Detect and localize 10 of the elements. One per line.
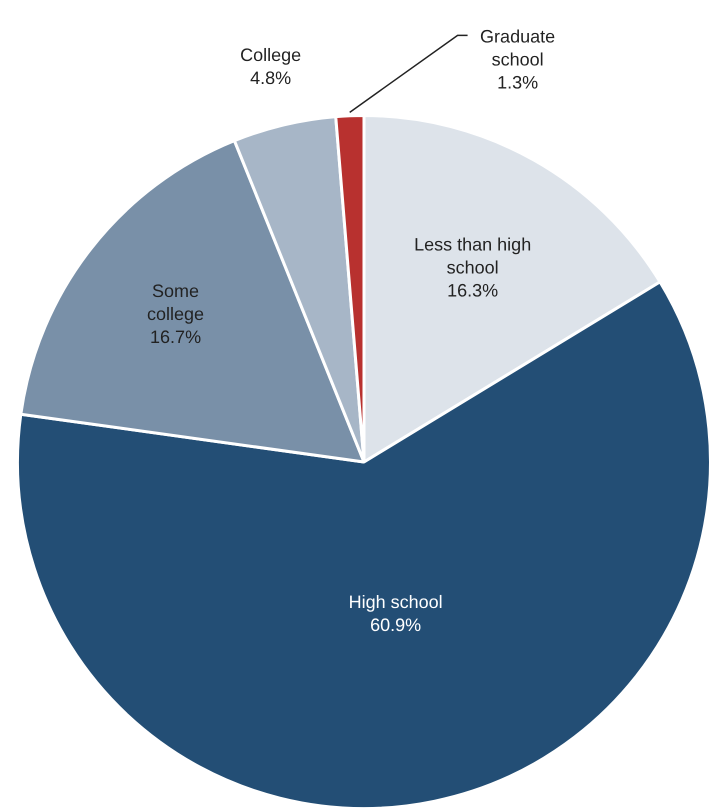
data-label: 1.3% bbox=[497, 72, 538, 92]
data-label: 60.9% bbox=[370, 615, 422, 636]
data-label: 16.7% bbox=[150, 326, 202, 347]
slice-label: Some college bbox=[147, 280, 204, 324]
slice-label: College bbox=[240, 44, 302, 65]
slice-label: Graduate school bbox=[480, 26, 556, 70]
slice-label: High school bbox=[348, 592, 443, 612]
data-label: 4.8% bbox=[250, 68, 292, 88]
slice-label: Less than high school bbox=[414, 234, 532, 278]
data-label: 16.3% bbox=[447, 280, 498, 301]
